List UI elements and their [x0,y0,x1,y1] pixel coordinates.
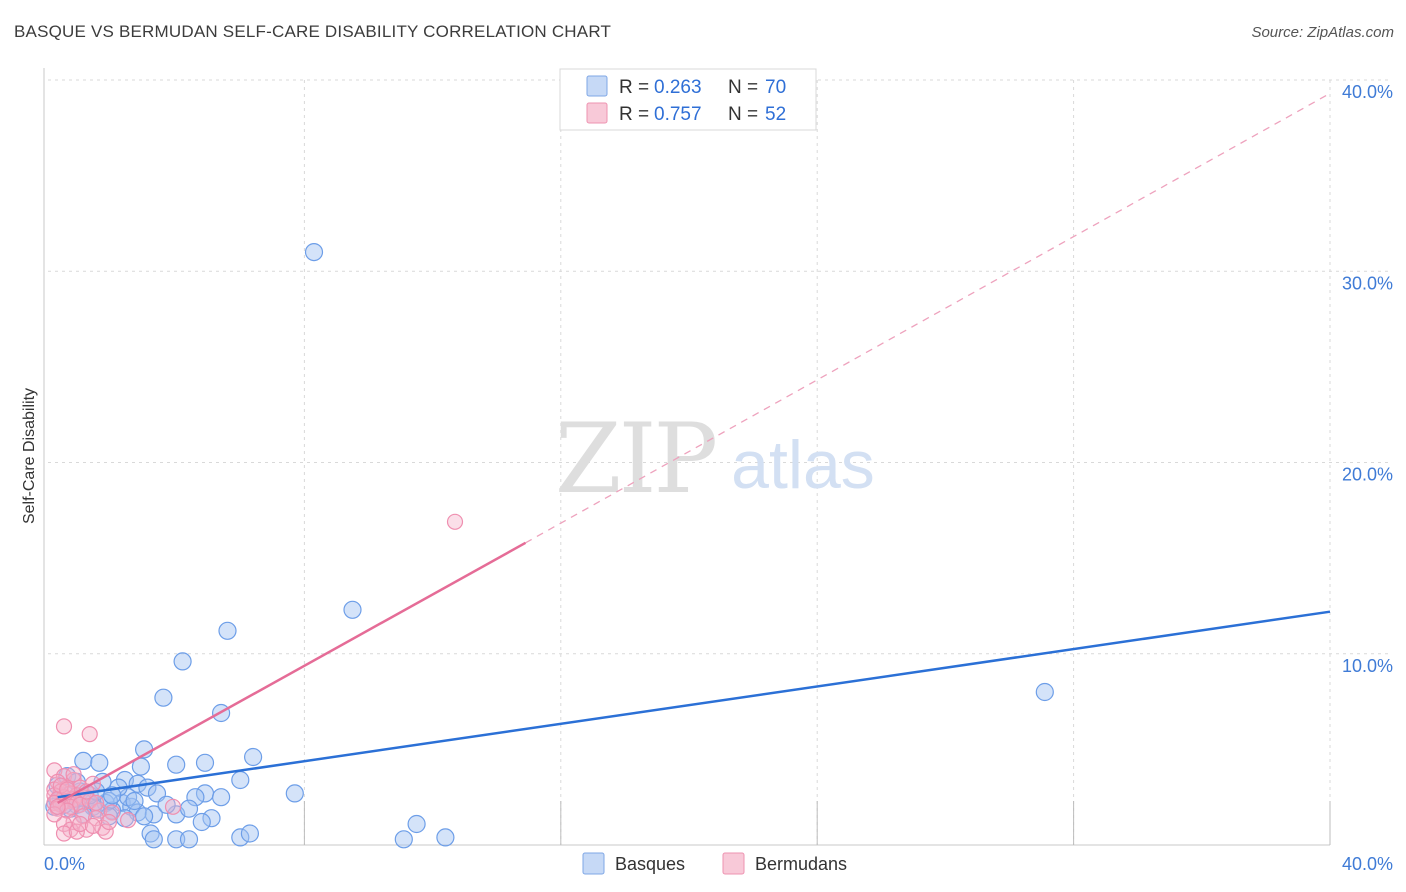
x-tick-label: 0.0% [44,854,85,874]
legend-swatch-bermudans [586,102,608,124]
basques-point [186,788,205,807]
bermudans-point [81,725,98,743]
basques-point [244,747,263,767]
legend-label-basques: Basques [615,854,685,874]
data-points [45,243,1054,849]
basques-point [212,788,231,807]
legend-r-value: 0.757 [654,104,702,125]
basques-point [231,828,250,847]
basques-point [125,791,144,811]
watermark-zip: ZIP [555,403,716,515]
y-tick-label: 40.0% [1342,82,1393,102]
legend-swatch-basques [586,75,608,97]
basques-point [157,795,176,814]
axes [43,68,1331,846]
y-tick-label: 20.0% [1342,465,1393,485]
basques-point [154,688,173,707]
bermudans-point [49,798,66,815]
bermudans-point [87,794,105,812]
basques-point [90,753,109,772]
legend-n-label: N = [728,77,758,98]
basques-point [231,770,250,790]
bermudans-point [65,766,82,783]
source-label: Source: ZipAtlas.com [1251,24,1394,41]
basques-point [167,755,186,774]
legend-swatch-bermudans [722,852,745,875]
basques-point [144,830,163,849]
basques-point [195,753,215,772]
watermark: ZIP atlas [555,403,875,515]
basques-point [1035,682,1054,702]
legend-label-bermudans: Bermudans [755,854,847,874]
basques-point [343,600,362,619]
bermudans-point [55,815,73,833]
basques-point [74,751,93,771]
basques-point [304,243,324,262]
basques-point [167,830,186,849]
legend-n-value: 70 [765,77,786,98]
legend-bottom: Basques Bermudans [582,852,847,875]
legend-r-value: 0.263 [654,77,702,98]
basques-point [173,652,192,671]
basques-point [436,828,455,847]
basques-point [141,824,160,843]
basques-point [131,757,150,776]
bermudans-point [55,718,73,735]
legend-n-value: 52 [765,104,786,125]
legend-r-label: R = [619,77,649,98]
basques-point [192,812,211,832]
basques-point [407,814,426,834]
basques-point [202,809,221,828]
bermudans-trend-line [57,541,527,805]
chart-title: BASQUE VS BERMUDAN SELF-CARE DISABILITY … [14,22,612,41]
bermudans-point [100,813,118,831]
legend-top: R = 0.263 N = 70 R = 0.757 N = 52 [559,68,817,131]
bermudans-point [164,798,182,815]
y-tick-label: 30.0% [1342,273,1393,293]
bermudans-point [55,825,73,842]
bermudans-trend-extension [525,92,1331,544]
basques-point [285,784,304,803]
trend-lines [57,92,1331,805]
basques-point [218,621,237,640]
bermudans-point [120,811,137,829]
legend-n-label: N = [728,104,758,125]
watermark-atlas: atlas [731,427,875,503]
legend-swatch-basques [582,852,605,875]
x-tick-label: 40.0% [1342,854,1393,874]
y-tick-label: 10.0% [1342,656,1393,676]
legend-r-label: R = [619,104,649,125]
basques-point [179,799,199,818]
bermudans-point [446,513,464,530]
grid-lines [48,79,1390,845]
tick-labels: 10.0% 20.0% 30.0% 40.0% 0.0% 40.0% [44,82,1393,874]
y-axis-label: Self-Care Disability [21,388,38,524]
basques-trend-line [57,610,1331,799]
bermudans-point [103,804,121,821]
basques-point [240,824,259,843]
basques-point [179,830,199,849]
bermudans-point [84,817,102,835]
bermudans-point [71,815,89,833]
basques-point [135,807,154,826]
basques-point [394,830,413,849]
